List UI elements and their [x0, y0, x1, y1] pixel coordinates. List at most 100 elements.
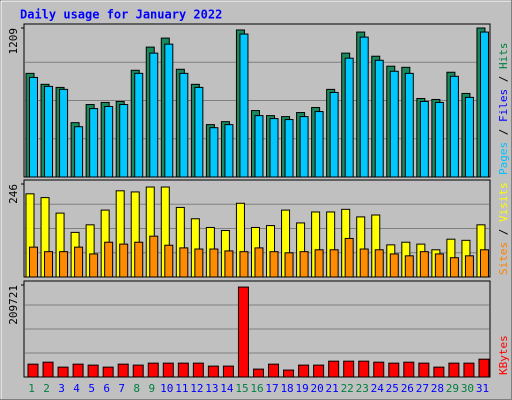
- bar: [224, 250, 234, 278]
- x-tick-label: 21: [326, 382, 339, 395]
- x-tick-label: 10: [160, 382, 173, 395]
- bar: [179, 72, 189, 178]
- bar: [177, 362, 189, 378]
- bar: [328, 360, 340, 378]
- x-tick-label: 20: [311, 382, 324, 395]
- bar: [149, 235, 159, 278]
- bar: [389, 70, 399, 178]
- bar: [448, 362, 460, 378]
- bar: [209, 248, 219, 278]
- bar: [283, 369, 295, 378]
- bar: [27, 363, 39, 378]
- bar: [404, 72, 414, 178]
- legend-entry: Sites: [497, 242, 510, 275]
- bar: [164, 43, 174, 178]
- x-tick-label: 26: [401, 382, 414, 395]
- bar: [434, 101, 444, 178]
- bar: [254, 247, 264, 278]
- x-tick-label: 4: [73, 382, 80, 395]
- bar: [299, 116, 309, 178]
- bar: [463, 362, 475, 378]
- x-tick-label: 12: [190, 382, 203, 395]
- bar: [419, 100, 429, 178]
- bar: [298, 364, 310, 378]
- x-tick-label: 28: [431, 382, 444, 395]
- bar: [149, 52, 159, 178]
- x-tick-label: 24: [371, 382, 385, 395]
- bar: [239, 33, 249, 178]
- bar: [434, 253, 444, 278]
- x-tick-label: 30: [461, 382, 474, 395]
- bar: [374, 59, 384, 178]
- x-tick-label: 19: [295, 382, 308, 395]
- legend-separator: /: [497, 222, 510, 242]
- x-tick-label: 6: [103, 382, 110, 395]
- legend-entry: Pages: [497, 142, 510, 175]
- legend-separator: /: [497, 122, 510, 142]
- x-tick-label: 29: [446, 382, 459, 395]
- x-tick-label: 18: [280, 382, 293, 395]
- bar: [164, 244, 174, 278]
- bar: [207, 365, 219, 378]
- chart-title: Daily usage for January 2022: [20, 8, 222, 22]
- bar: [299, 251, 309, 278]
- bar: [374, 249, 384, 278]
- legend: Pages / Files / Hits: [497, 43, 510, 176]
- bar: [449, 257, 459, 278]
- bar: [237, 286, 249, 378]
- bar: [464, 96, 474, 178]
- bar: [313, 364, 325, 378]
- bar: [478, 358, 490, 378]
- bar: [314, 249, 324, 278]
- legend-entry: KBytes: [497, 335, 510, 375]
- bar: [89, 253, 99, 278]
- legend: Sites / Visits: [497, 182, 510, 275]
- bar: [433, 366, 445, 378]
- bar: [87, 364, 99, 378]
- bar: [59, 251, 69, 278]
- legend-entry: Files: [497, 89, 510, 122]
- bar: [359, 248, 369, 278]
- bar: [57, 366, 69, 378]
- x-tick-label: 23: [356, 382, 369, 395]
- bar: [194, 86, 204, 178]
- bar: [479, 31, 489, 178]
- legend: KBytes: [497, 335, 510, 375]
- bar: [104, 106, 114, 178]
- legend-entry: Hits: [497, 43, 510, 70]
- bar: [269, 251, 279, 278]
- bar: [329, 91, 339, 178]
- bar: [222, 365, 234, 378]
- bar: [403, 361, 415, 378]
- bar: [42, 361, 54, 378]
- x-tick-label: 31: [476, 382, 489, 395]
- x-tick-label: 27: [416, 382, 429, 395]
- y-tick-label: 246: [7, 184, 20, 204]
- bar: [284, 252, 294, 278]
- x-tick-label: 22: [341, 382, 354, 395]
- y-tick-label: 1209: [7, 28, 20, 55]
- bar: [29, 246, 38, 278]
- x-tick-label: 5: [88, 382, 95, 395]
- bar: [389, 253, 399, 278]
- x-tick-label: 2: [43, 382, 50, 395]
- bar: [284, 119, 294, 178]
- bar: [418, 362, 430, 378]
- bar: [162, 362, 174, 378]
- y-tick-label: 209721: [7, 285, 20, 325]
- bar: [132, 364, 144, 378]
- bar: [419, 251, 429, 278]
- bar: [373, 361, 385, 378]
- bar: [449, 75, 459, 178]
- x-tick-label: 9: [148, 382, 155, 395]
- bar: [147, 362, 159, 378]
- bar: [358, 360, 370, 378]
- x-tick-label: 11: [175, 382, 188, 395]
- bar: [72, 363, 84, 378]
- x-tick-label: 7: [118, 382, 125, 395]
- bar: [89, 108, 99, 178]
- bar: [192, 362, 204, 378]
- bar: [29, 76, 38, 178]
- bar: [209, 127, 219, 178]
